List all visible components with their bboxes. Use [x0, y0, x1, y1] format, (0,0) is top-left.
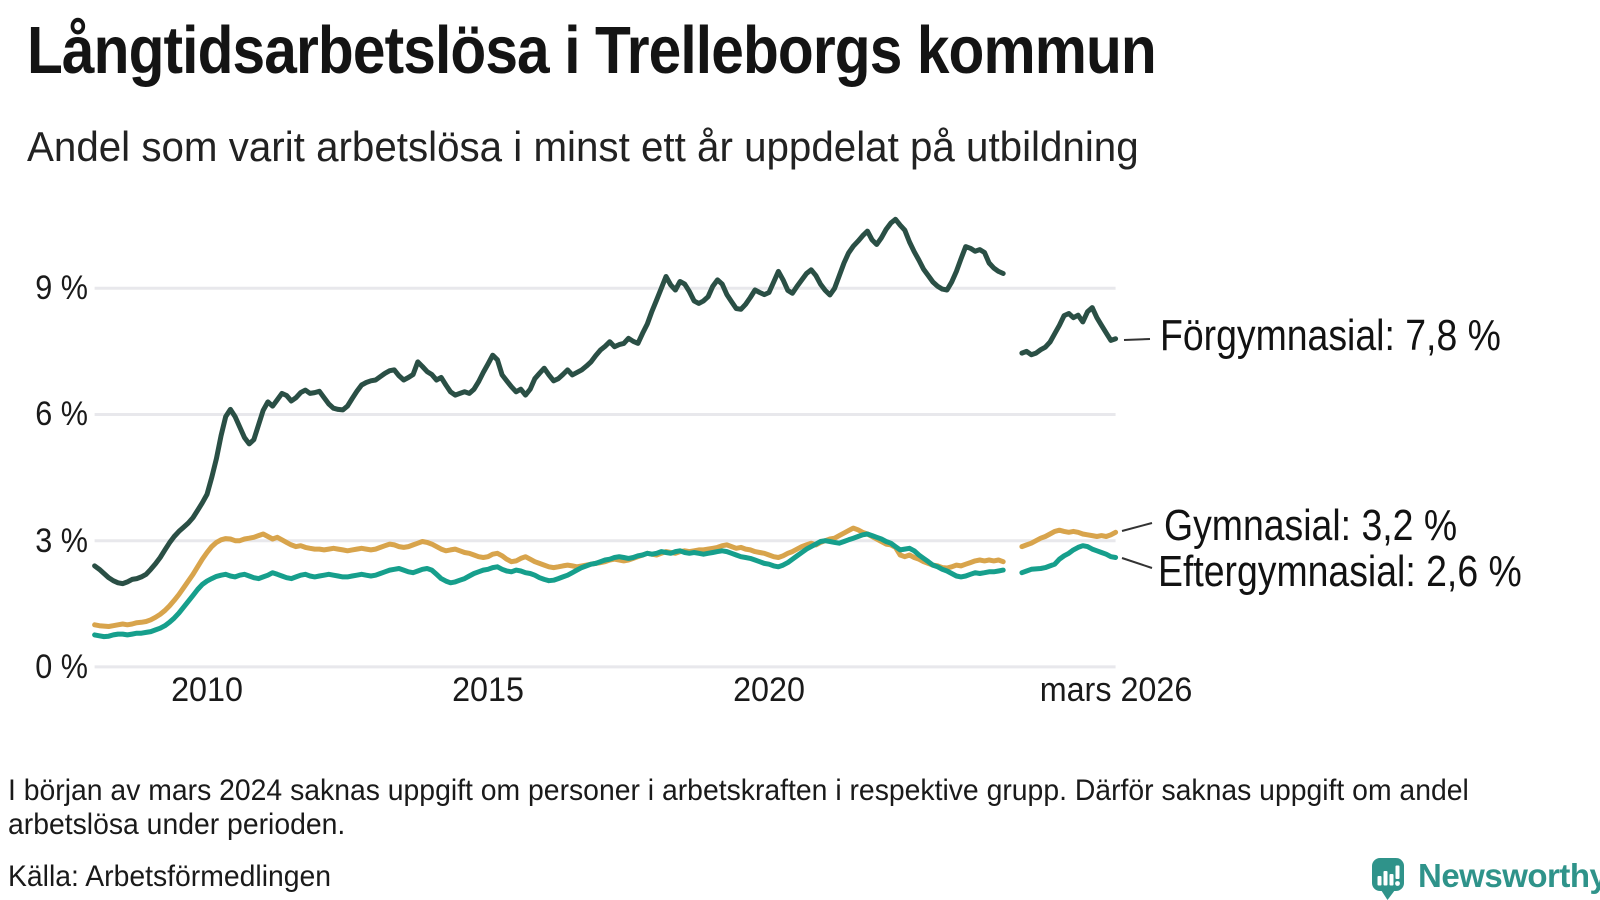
- series-line-forgymnasial: [92, 216, 1119, 587]
- series-label-gymnasial: Gymnasial: 3,2 %: [1164, 501, 1458, 550]
- series-line-eftergymnasial: [92, 531, 1119, 640]
- x-tick-label-2020: 2020: [733, 671, 805, 709]
- source-line: Källa: Arbetsförmedlingen: [8, 860, 332, 893]
- y-tick-label-6: 6 %: [35, 395, 88, 433]
- y-tick-label-0: 0 %: [35, 648, 88, 686]
- series-line-gymnasial: [92, 525, 1119, 629]
- legend-connector-forgymnasial: [1123, 338, 1151, 341]
- y-tick-label-3: 3 %: [35, 522, 88, 560]
- x-tick-label-2015: 2015: [452, 671, 524, 709]
- footnote: I början av mars 2024 saknas uppgift om …: [8, 774, 1469, 841]
- chart-series: [92, 216, 1119, 640]
- legend-connector-gymnasial: [1121, 522, 1153, 532]
- newsworthy-wordmark: Newsworthy: [1418, 857, 1600, 894]
- series-label-eftergymnasial: Eftergymnasial: 2,6 %: [1158, 547, 1522, 596]
- page-title: Långtidsarbetslösa i Trelleborgs kommun: [27, 12, 1157, 88]
- series-label-forgymnasial: Förgymnasial: 7,8 %: [1160, 311, 1501, 360]
- x-tick-label-mars-2026: mars 2026: [1039, 671, 1193, 709]
- newsworthy-logo-icon: [1372, 858, 1404, 900]
- x-tick-label-2010: 2010: [171, 671, 243, 709]
- chart-subtitle: Andel som varit arbetslösa i minst ett å…: [27, 123, 1139, 170]
- y-tick-label-9: 9 %: [35, 269, 88, 307]
- legend-connector-eftergymnasial: [1121, 557, 1153, 569]
